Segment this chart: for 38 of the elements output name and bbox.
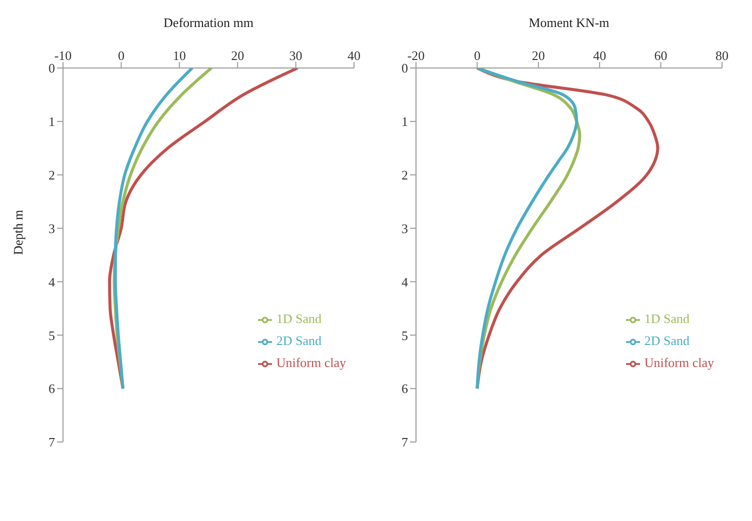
y-tick-label: 5 (402, 328, 408, 343)
x-tick-label: 10 (172, 48, 186, 63)
y-tick-label: 1 (48, 114, 55, 130)
y-axis-title: Depth m (10, 210, 26, 255)
y-tick-label: 7 (402, 434, 408, 450)
x-tick-label: 0 (474, 48, 480, 63)
line-series (114, 68, 194, 390)
x-tick-label: 20 (231, 48, 244, 63)
y-tick-label: 0 (402, 60, 408, 76)
x-tick-label: 40 (593, 48, 606, 63)
y-tick-label: 4 (402, 274, 408, 290)
x-axis-title: Moment KN-m (528, 15, 610, 30)
x-tick-label: -10 (54, 48, 72, 63)
y-tick-label: 4 (48, 274, 56, 290)
x-axis-title: Deformation mm (164, 15, 254, 30)
y-tick-label: 3 (48, 220, 55, 236)
x-tick-label: 60 (654, 48, 668, 63)
legend-label: 1D Sand (276, 311, 322, 326)
y-tick-label: 5 (48, 328, 55, 343)
x-tick-label: 40 (348, 48, 360, 63)
y-tick-label: 6 (402, 381, 408, 396)
legend-label: 1D Sand (644, 311, 690, 326)
y-tick-label: 1 (402, 114, 408, 130)
x-tick-label: 30 (289, 48, 302, 63)
x-tick-label: 20 (532, 48, 545, 63)
x-tick-label: 80 (716, 48, 728, 63)
legend-label: Uniform clay (644, 355, 714, 370)
legend-label: Uniform clay (276, 355, 346, 370)
x-tick-label: 0 (118, 48, 124, 63)
x-tick-label: -20 (407, 48, 425, 63)
y-tick-label: 2 (402, 167, 408, 182)
y-tick-label: 2 (48, 167, 55, 182)
y-tick-label: 0 (48, 60, 55, 76)
y-tick-label: 6 (48, 381, 56, 396)
y-tick-label: 3 (402, 220, 408, 236)
y-tick-label: 7 (48, 434, 56, 450)
legend-label: 2D Sand (276, 333, 322, 348)
legend-label: 2D Sand (644, 333, 690, 348)
